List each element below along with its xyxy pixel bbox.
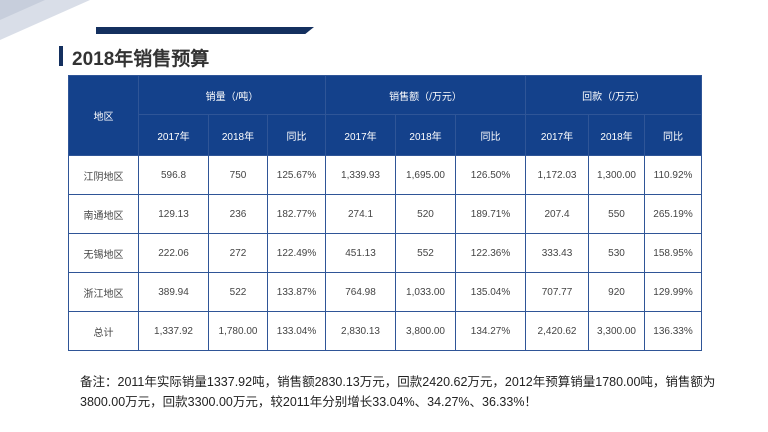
value-cell: 129.99% <box>644 272 703 312</box>
value-cell: 1,339.93 <box>325 155 397 195</box>
region-cell: 总计 <box>68 311 139 351</box>
subheader-yoy: 同比 <box>455 114 527 156</box>
value-cell: 129.13 <box>138 194 209 234</box>
header-row-groups: 地区 销量（/吨） 销售额（/万元） 回款（/万元） <box>68 75 703 156</box>
value-cell: 236 <box>208 194 268 234</box>
value-cell: 1,695.00 <box>395 155 457 195</box>
value-cell: 522 <box>208 272 268 312</box>
value-cell: 136.33% <box>644 311 703 351</box>
value-cell: 764.98 <box>325 272 397 312</box>
header-row-subheaders: 2017年 2018年 同比 2017年 2018年 同比 2017年 2018… <box>69 114 703 156</box>
value-cell: 333.43 <box>525 233 590 273</box>
value-cell: 125.67% <box>266 155 327 195</box>
footnote: 备注：2011年实际销量1337.92吨，销售额2830.13万元，回款2420… <box>80 375 716 409</box>
value-cell: 122.36% <box>455 233 527 273</box>
group-header-sales: 销售额（/万元） <box>325 75 527 115</box>
table-row: 江阴地区 596.8 750 125.67% 1,339.93 1,695.00 126.5… <box>68 155 703 195</box>
region-cell: 南通地区 <box>68 194 139 234</box>
page-title: 2018年销售预算 <box>72 49 210 70</box>
value-cell: 920 <box>588 272 646 312</box>
value-cell: 1,033.00 <box>395 272 457 312</box>
value-cell: 265.19% <box>644 194 703 234</box>
group-header-payment: 回款（/万元） <box>525 75 703 115</box>
subheader-2017: 2017年 <box>138 114 209 156</box>
value-cell: 451.13 <box>325 233 397 273</box>
subheader-2017: 2017年 <box>525 114 590 156</box>
title-accent-mark <box>59 46 63 66</box>
subheader-2017: 2017年 <box>325 114 397 156</box>
subheader-2018: 2018年 <box>395 114 457 156</box>
value-cell: 133.87% <box>266 272 327 312</box>
subheader-yoy: 同比 <box>266 114 327 156</box>
corner-decoration-inner <box>0 0 45 20</box>
value-cell: 520 <box>395 194 457 234</box>
value-cell: 3,300.00 <box>588 311 646 351</box>
value-cell: 3,800.00 <box>395 311 457 351</box>
value-cell: 552 <box>395 233 457 273</box>
value-cell: 274.1 <box>325 194 397 234</box>
value-cell: 530 <box>588 233 646 273</box>
value-cell: 389.94 <box>138 272 209 312</box>
value-cell: 135.04% <box>455 272 527 312</box>
top-accent-bar <box>96 27 314 34</box>
value-cell: 189.71% <box>455 194 527 234</box>
value-cell: 707.77 <box>525 272 590 312</box>
group-header-volume: 销量（/吨） <box>137 75 327 115</box>
value-cell: 1,780.00 <box>208 311 268 351</box>
value-cell: 1,337.92 <box>138 311 209 351</box>
region-cell: 无锡地区 <box>68 233 139 273</box>
value-cell: 158.95% <box>644 233 703 273</box>
value-cell: 134.27% <box>455 311 527 351</box>
value-cell: 222.06 <box>138 233 209 273</box>
region-cell: 江阴地区 <box>68 155 139 195</box>
subheader-yoy: 同比 <box>644 114 703 156</box>
value-cell: 596.8 <box>138 155 209 195</box>
table-row: 浙江地区 389.94 522 133.87% 764.98 1,033.00 135.04… <box>68 272 703 312</box>
value-cell: 133.04% <box>266 311 327 351</box>
value-cell: 1,300.00 <box>588 155 646 195</box>
value-cell: 2,830.13 <box>325 311 397 351</box>
value-cell: 122.49% <box>266 233 327 273</box>
value-cell: 110.92% <box>644 155 703 195</box>
sales-budget-table: 地区 销量（/吨） 销售额（/万元） 回款（/万元） 2017年 2018年 同… <box>68 75 703 351</box>
subheader-2018: 2018年 <box>588 114 646 156</box>
value-cell: 750 <box>208 155 268 195</box>
table-row: 无锡地区 222.06 272 122.49% 451.13 552 122.36% 333.… <box>68 233 703 273</box>
value-cell: 2,420.62 <box>525 311 590 351</box>
region-header: 地区 <box>68 75 139 156</box>
value-cell: 182.77% <box>266 194 327 234</box>
table-row: 南通地区 129.13 236 182.77% 274.1 520 189.71% 207.4… <box>68 194 703 234</box>
value-cell: 550 <box>588 194 646 234</box>
value-cell: 1,172.03 <box>525 155 590 195</box>
table-row: 总计 1,337.92 1,780.00 133.04% 2,830.13 3,800.0… <box>68 311 703 351</box>
value-cell: 126.50% <box>455 155 527 195</box>
value-cell: 272 <box>208 233 268 273</box>
subheader-2018: 2018年 <box>208 114 268 156</box>
region-cell: 浙江地区 <box>68 272 139 312</box>
value-cell: 207.4 <box>525 194 590 234</box>
